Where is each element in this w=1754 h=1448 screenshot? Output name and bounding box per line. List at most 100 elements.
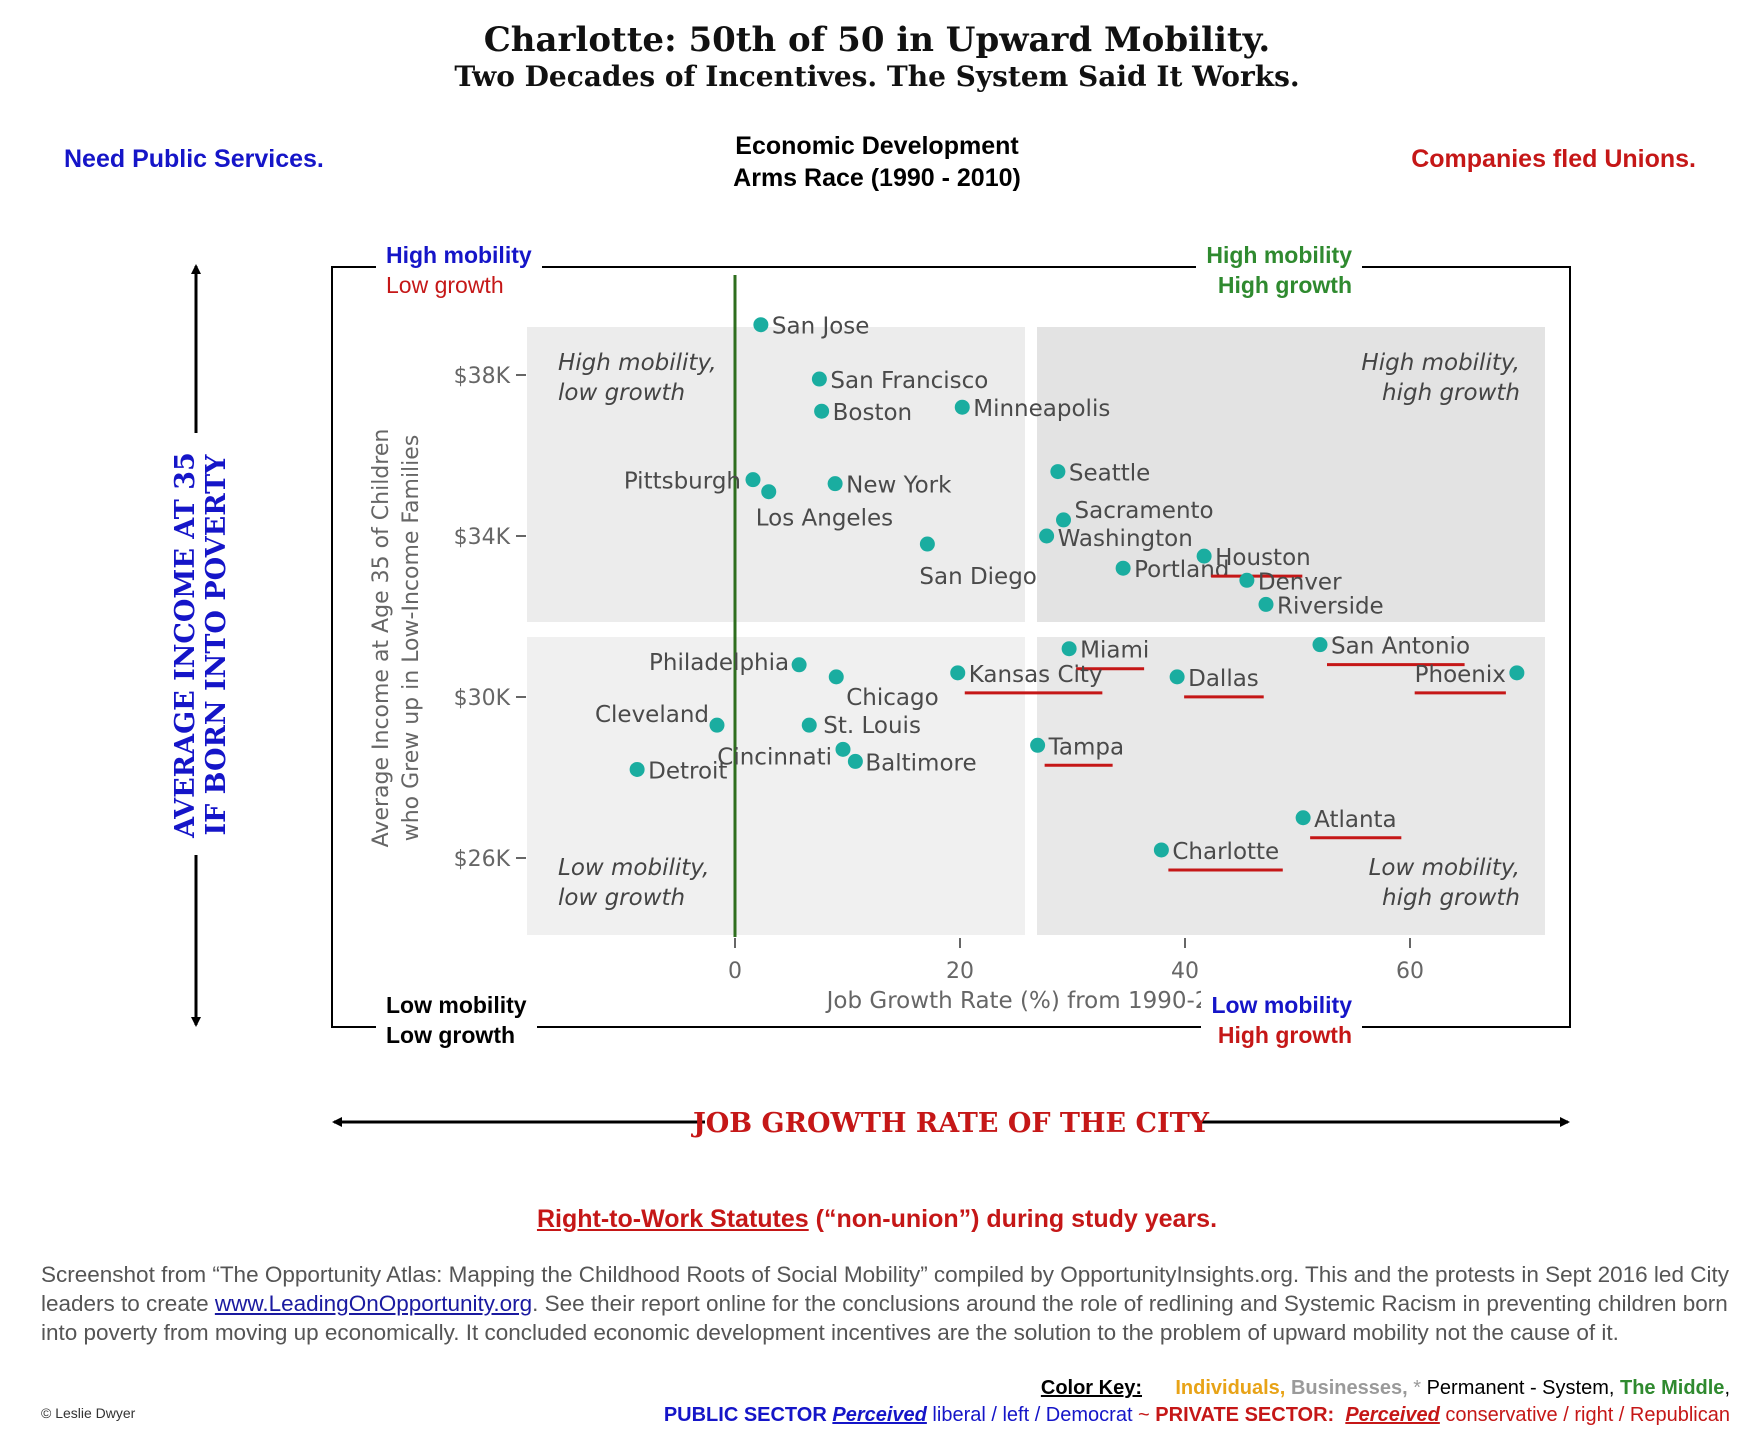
right-to-work-caption: Right-to-Work Statutes (“non-union”) dur… [0,1205,1754,1234]
x-tick-label: 40 [1171,959,1199,984]
source-note-part2: . See their report online for the conclu… [41,1291,1728,1345]
point-seattle [1050,464,1066,480]
corner-top-right: High mobility High growth [1196,240,1362,300]
corner-top-left: High mobility Low growth [376,240,542,300]
point-dallas [1169,669,1185,685]
y-tick-label: $34K [454,525,511,550]
color-key-comma: , [1724,1377,1730,1399]
label-los-angeles: Los Angeles [756,506,893,532]
right-to-work-link: Right-to-Work Statutes [536,1205,809,1233]
y-tick-label: $30K [454,686,511,711]
label-pittsburgh: Pittsburgh [624,469,741,495]
corner-top-left-line2: Low growth [386,272,504,298]
point-miami [1061,641,1077,657]
quadrant-label-top-right: high growth [1382,380,1520,406]
label-washington: Washington [1058,526,1193,552]
point-tampa [1030,737,1046,753]
quadrant-label-top-left: High mobility, [558,350,717,376]
outer-y-axis-label-line2: IF BORN INTO POVERTY [201,454,232,836]
label-sacramento: Sacramento [1075,498,1214,524]
label-philadelphia: Philadelphia [649,650,789,676]
point-houston [1196,548,1212,564]
point-pittsburgh [745,472,761,488]
point-charlotte [1153,842,1169,858]
label-st-louis: St. Louis [823,713,921,739]
label-detroit: Detroit [648,758,727,784]
top-center-heading: Economic Development Arms Race (1990 - 2… [0,130,1754,194]
label-new-york: New York [846,473,952,499]
point-baltimore [847,753,863,769]
point-minneapolis [954,399,970,415]
point-san-antonio [1312,637,1328,653]
left-note: Need Public Services. [64,145,324,173]
x-axis-title: Job Growth Rate (%) from 1990-2010 [825,988,1254,1014]
quadrant-label-bottom-right: Low mobility, [1369,855,1520,881]
label-cleveland: Cleveland [595,702,709,728]
y-axis-title: Average Income at Age 35 of Children [369,429,394,848]
point-san-diego [919,536,935,552]
right-to-work-rest: (“non-union”) during study years. [808,1205,1218,1233]
sector-separator: ~ [1132,1404,1156,1426]
quadrant-bg-bottom-left [527,637,1025,935]
label-kansas-city: Kansas City [969,662,1103,688]
label-tampa: Tampa [1048,734,1124,760]
point-st-louis [801,717,817,733]
point-cincinnati [835,741,851,757]
color-key-middle: The Middle [1619,1377,1725,1399]
public-perceived: Perceived [832,1404,927,1426]
quadrant-bg-top-left [527,327,1025,622]
label-san-jose: San Jose [772,314,870,340]
label-denver: Denver [1258,569,1342,595]
x-tick-label: 20 [946,959,974,984]
outer-y-axis-label-line1: AVERAGE INCOME AT 35 [170,452,201,839]
source-note: Screenshot from “The Opportunity Atlas: … [41,1260,1741,1347]
corner-bottom-left-line1: Low mobility [386,992,527,1018]
point-phoenix [1509,665,1525,681]
color-key-permanent: Permanent - System, [1426,1377,1615,1399]
quadrant-bg-bottom-right [1037,637,1545,935]
label-houston: Houston [1215,545,1311,571]
point-atlanta [1295,810,1311,826]
corner-bottom-right-line1: Low mobility [1211,992,1352,1018]
quadrant-label-top-left: low growth [558,380,685,406]
sector-legend: PUBLIC SECTOR Perceived liberal / left /… [664,1404,1730,1427]
label-boston: Boston [833,400,913,426]
point-sacramento [1056,512,1071,528]
source-note-part1: Screenshot from “The Opportunity Atlas: … [41,1262,1729,1316]
color-key-star: * [1407,1377,1427,1399]
color-key-label: Color Key: [1040,1377,1142,1399]
y-axis-title: who Grew up in Low-Income Families [399,435,424,842]
label-charlotte: Charlotte [1172,839,1279,865]
public-sector-label: PUBLIC SECTOR [663,1404,827,1426]
point-detroit [629,761,645,777]
point-new-york [827,476,843,492]
quadrant-label-bottom-left: low growth [558,885,685,911]
label-portland: Portland [1134,557,1229,583]
color-key-businesses: Businesses, [1290,1377,1408,1399]
point-san-francisco [811,371,827,387]
point-san-jose [753,317,769,333]
quadrant-label-top-right: High mobility, [1361,350,1520,376]
label-san-francisco: San Francisco [830,368,988,394]
corner-top-right-line2: High growth [1217,272,1352,298]
page-subtitle: Two Decades of Incentives. The System Sa… [454,60,1300,93]
quadrant-label-bottom-right: high growth [1382,885,1520,911]
corner-top-right-line1: High mobility [1206,242,1352,268]
corner-bottom-left: Low mobility Low growth [376,990,537,1050]
color-key: Color Key: Individuals, Businesses, * Pe… [1041,1377,1730,1400]
leading-on-opportunity-link[interactable]: www.LeadingOnOpportunity.org [214,1291,533,1316]
quadrant-label-bottom-left: Low mobility, [558,855,709,881]
label-cincinnati: Cincinnati [717,744,832,770]
point-kansas-city [950,665,966,681]
point-los-angeles [761,484,777,500]
point-washington [1039,528,1055,544]
point-cleveland [709,717,725,733]
private-sector-desc: conservative / right / Republican [1439,1404,1730,1426]
label-san-antonio: San Antonio [1331,634,1470,660]
corner-bottom-right-line2: High growth [1217,1022,1352,1048]
private-perceived: Perceived [1345,1404,1440,1426]
label-minneapolis: Minneapolis [973,396,1110,422]
label-baltimore: Baltimore [865,750,976,776]
top-center-line1: Economic Development [735,132,1019,160]
